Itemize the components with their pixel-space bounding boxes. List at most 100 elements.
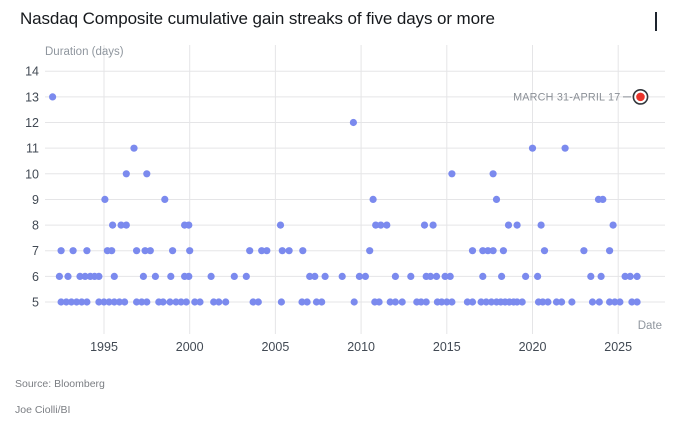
data-point [492,195,501,203]
data-point [172,298,180,306]
data-point [95,272,103,280]
data-point [49,93,57,101]
data-point [606,298,614,306]
data-point [580,247,588,255]
data-point [312,298,321,306]
data-point [422,298,430,306]
data-point [616,298,624,306]
data-point [110,272,118,280]
data-point [185,221,193,229]
x-tick-label: 2010 [347,340,375,354]
data-point [83,247,91,255]
data-point [222,298,230,306]
data-point [588,298,597,306]
x-tick-label: 2025 [604,340,632,354]
data-point [513,298,521,306]
data-point [398,298,406,306]
data-point [420,221,429,229]
data-point [277,298,285,306]
data-point [628,298,636,306]
data-point [78,298,86,306]
data-point [121,298,129,306]
data-point [110,298,118,306]
data-point [484,247,492,255]
data-point [143,298,151,306]
data-point [306,272,314,280]
data-point [258,247,266,255]
data-point [338,272,346,280]
data-point [468,247,477,255]
data-point [633,272,641,280]
data-point [278,247,286,255]
data-point [568,298,576,306]
data-point [109,221,117,229]
data-point [477,298,485,306]
data-point [81,272,89,280]
data-point [366,247,374,255]
data-point [303,298,311,306]
data-point [441,272,449,280]
data-point [558,298,566,306]
data-point [182,298,190,306]
data-point [621,272,629,280]
data-point [443,298,451,306]
y-tick-label: 8 [32,219,39,233]
data-point [499,247,507,255]
source-note: Source: Bloomberg [15,378,105,390]
data-point [606,247,614,255]
data-point [432,272,441,280]
data-point [242,272,250,280]
data-point [177,298,185,306]
y-tick-label: 9 [32,193,39,207]
data-point [122,221,130,229]
data-point [115,298,123,306]
data-point [101,195,109,203]
data-point [468,298,477,306]
data-point [597,272,605,280]
data-point [609,221,617,229]
y-tick-label: 12 [25,116,39,130]
data-point [117,221,125,229]
data-point [539,298,547,306]
x-tick-label: 2020 [519,340,547,354]
data-point [276,221,285,229]
data-point [544,298,552,306]
data-point [377,221,385,229]
data-point [386,298,394,306]
data-point [561,144,569,152]
data-point [463,298,471,306]
data-point [67,298,75,306]
data-point [446,272,454,280]
data-point [263,247,271,255]
data-point [489,170,497,178]
data-point [122,170,130,178]
data-point [479,247,487,255]
data-point [62,298,70,306]
data-point [426,272,435,280]
y-tick-label: 7 [32,244,39,258]
data-point [383,221,391,229]
data-point [479,272,487,280]
y-tick-label: 5 [32,296,39,310]
data-point [130,144,138,152]
x-tick-label: 1995 [90,340,118,354]
data-point [537,221,545,229]
data-point [143,170,151,178]
data-point [191,298,199,306]
y-tick-label: 6 [32,270,39,284]
x-tick-label: 2005 [261,340,289,354]
data-point [552,298,561,306]
data-point [321,272,329,280]
brand-bar [655,12,657,31]
data-point [69,247,77,255]
data-point [151,272,159,280]
data-point [448,170,456,178]
data-point [349,118,357,127]
data-point [528,144,537,152]
page-title: Nasdaq Composite cumulative gain streaks… [20,9,495,28]
highlight-point [636,92,645,102]
data-point [108,247,116,255]
data-point [587,272,595,280]
data-point [215,298,223,306]
